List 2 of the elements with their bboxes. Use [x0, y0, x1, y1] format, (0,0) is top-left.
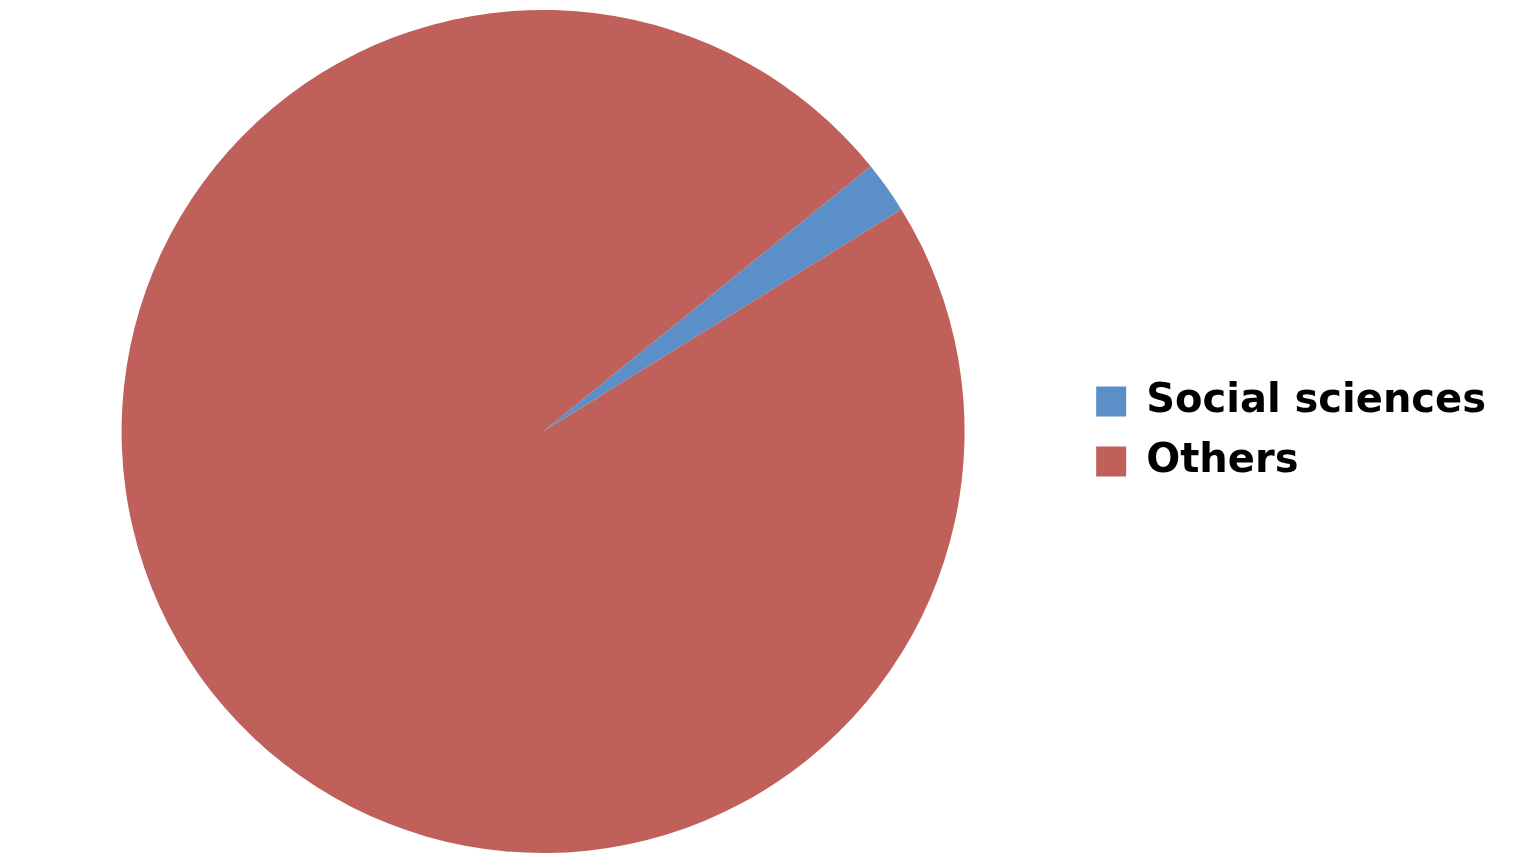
legend-label: Social sciences [1146, 374, 1486, 421]
legend-label: Others [1146, 434, 1299, 481]
